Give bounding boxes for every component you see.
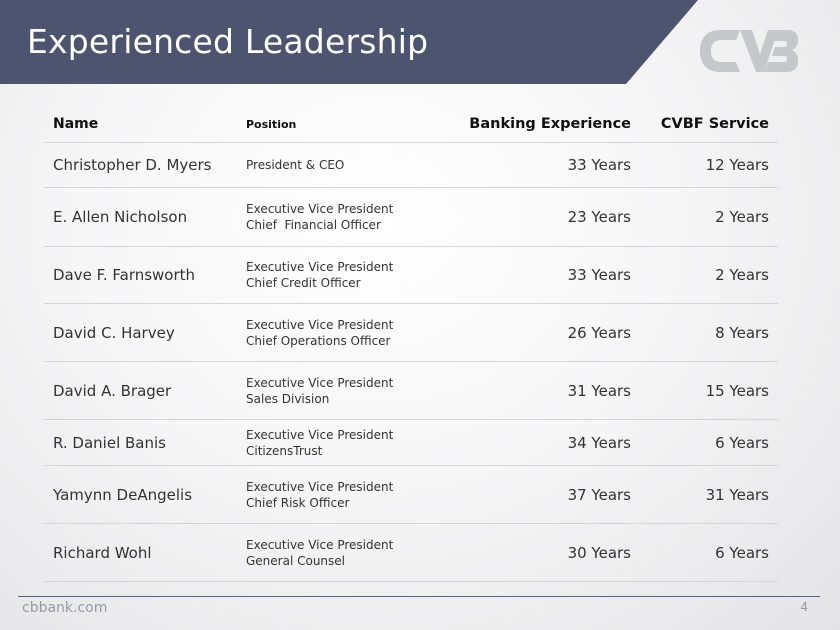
cvbf-service-value: 8 Years — [715, 323, 769, 342]
leader-name: E. Allen Nicholson — [53, 208, 188, 226]
column-header-position: Position — [246, 117, 297, 131]
table-row: David C. Harvey Executive Vice President C… — [44, 304, 778, 362]
position-line: Executive Vice President — [246, 260, 394, 274]
banking-experience-value: 37 Years — [567, 485, 631, 504]
position-line: Executive Vice President — [246, 375, 394, 390]
cvbf-service-value: 12 Years — [705, 156, 769, 174]
banking-experience-value: 33 Years — [567, 266, 631, 284]
leader-name: Christopher D. Myers — [53, 156, 212, 174]
leader-position: Executive Vice President Chief Financial … — [246, 188, 476, 246]
column-header-cvbf-service: CVBF Service — [660, 116, 769, 132]
table-header-row: Name Position Banking Experience CVBF Se… — [44, 106, 778, 143]
banking-experience-value: 30 Years — [567, 543, 631, 562]
cvbf-service-value: 6 Years — [715, 433, 769, 452]
position-line: Executive Vice President — [246, 479, 394, 494]
column-header-name: Name — [53, 116, 99, 132]
header-band — [0, 0, 698, 84]
position-line: Chief Operations Officer — [246, 333, 391, 348]
leader-name: David A. Brager — [53, 381, 172, 400]
position-line: Executive Vice President — [246, 317, 394, 332]
table-row: Yamynn DeAngelis Executive Vice President… — [44, 466, 778, 524]
leader-name: Richard Wohl — [53, 543, 152, 562]
footer-url: cbbank.com — [22, 600, 108, 616]
table-row: Christopher D. Myers President & CEO 33 Ye… — [44, 143, 778, 188]
position-line: Executive Vice President — [246, 427, 394, 442]
leadership-table: Name Position Banking Experience CVBF Se… — [44, 106, 778, 582]
position-line: Sales Division — [246, 391, 330, 406]
page-number: 4 — [800, 600, 808, 614]
position-line: Chief Financial Officer — [246, 218, 381, 232]
leader-position: Executive Vice President CitizensTrust — [246, 420, 476, 465]
leader-name: Dave F. Farnsworth — [53, 266, 196, 284]
position-line: Chief Risk Officer — [246, 495, 350, 510]
leader-name: David C. Harvey — [53, 323, 175, 342]
cvbf-service-value: 2 Years — [715, 208, 769, 226]
cvbf-service-value: 15 Years — [705, 381, 769, 400]
position-line: Executive Vice President — [246, 537, 394, 552]
position-line: CitizensTrust — [246, 443, 323, 458]
leader-position: President & CEO — [246, 143, 476, 187]
footer-divider — [18, 596, 820, 597]
leader-position: Executive Vice President Sales Division — [246, 362, 476, 419]
leader-name: Yamynn DeAngelis — [53, 485, 193, 504]
cvbf-service-value: 2 Years — [715, 266, 769, 284]
banking-experience-value: 31 Years — [567, 381, 631, 400]
table-row: Dave F. Farnsworth Executive Vice Preside… — [44, 247, 778, 304]
position-line: General Counsel — [246, 553, 346, 568]
table-row: E. Allen Nicholson Executive Vice Preside… — [44, 188, 778, 247]
position-line: Executive Vice President — [246, 202, 394, 216]
leader-position: Executive Vice President Chief Risk Offic… — [246, 466, 476, 523]
position-line: Chief Credit Officer — [246, 276, 361, 290]
table-row: Richard Wohl Executive Vice President Gene… — [44, 524, 778, 582]
banking-experience-value: 23 Years — [567, 208, 631, 226]
column-header-banking-experience: Banking Experience — [469, 116, 631, 132]
position-line: President & CEO — [246, 158, 345, 172]
banking-experience-value: 34 Years — [567, 433, 631, 452]
cvbf-service-value: 6 Years — [715, 543, 769, 562]
leader-position: Executive Vice President Chief Credit Off… — [246, 247, 476, 303]
cvbf-service-value: 31 Years — [705, 485, 769, 504]
leader-name: R. Daniel Banis — [53, 433, 166, 452]
banking-experience-value: 33 Years — [567, 156, 631, 174]
table-row: David A. Brager Executive Vice President S… — [44, 362, 778, 420]
table-row: R. Daniel Banis Executive Vice President C… — [44, 420, 778, 466]
slide-title: Experienced Leadership — [27, 22, 429, 61]
leader-position: Executive Vice President General Counsel — [246, 524, 476, 581]
banking-experience-value: 26 Years — [567, 323, 631, 342]
leader-position: Executive Vice President Chief Operations… — [246, 304, 476, 361]
cvb-logo — [700, 30, 798, 72]
